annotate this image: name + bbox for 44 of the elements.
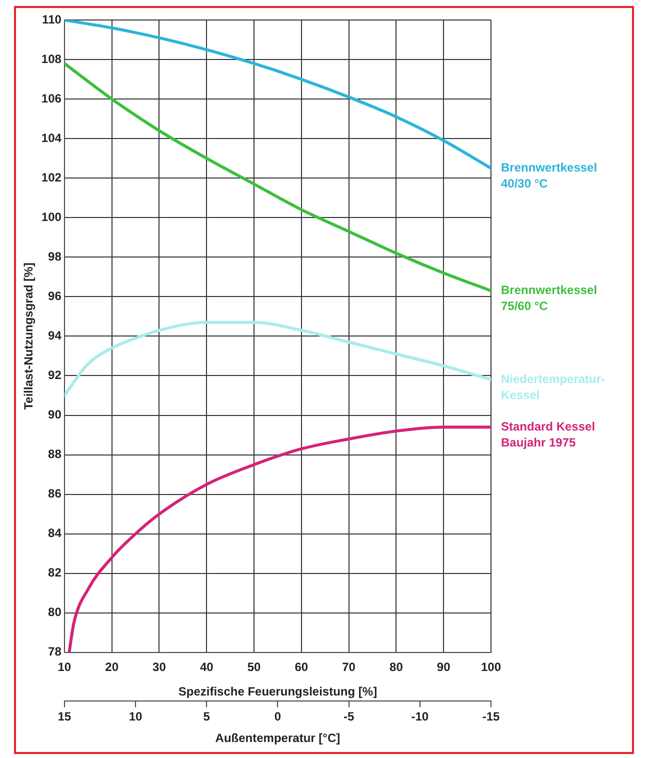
x-tick-label: 70	[342, 660, 356, 674]
x-tick-label: 10	[58, 660, 72, 674]
line-series	[64, 320, 491, 397]
series-label: Standard Kessel Baujahr 1975	[501, 419, 596, 450]
x-tick-label: 50	[247, 660, 262, 674]
y-tick-label: 78	[48, 644, 62, 659]
y-axis-title: Teillast-Nutzungsgrad [%]	[22, 262, 36, 410]
y-tick-label: 82	[48, 566, 62, 580]
line-series	[64, 62, 491, 292]
x-tick-label: 80	[390, 660, 404, 674]
x2-tick-label: -10	[411, 710, 429, 724]
y-tick-label: 98	[48, 249, 62, 264]
x-axis-title: Spezifische Feuerungsleistung [%]	[178, 684, 378, 698]
y-tick-label: 104	[41, 130, 62, 145]
y-tick-label: 92	[48, 368, 62, 382]
x2-tick-label: 15	[58, 710, 72, 724]
x2-axis-title: Außentemperatur [°C]	[215, 731, 340, 746]
y-tick-label: 100	[41, 210, 62, 224]
x-tick-label: 90	[436, 660, 451, 674]
x-tick-label: 30	[152, 660, 166, 674]
y-tick-label: 106	[41, 91, 62, 106]
y-tick-label: 80	[48, 605, 62, 620]
x-tick-label: 20	[105, 660, 119, 674]
y-tick-label: 86	[48, 486, 62, 501]
y-tick-label: 88	[48, 447, 62, 462]
y-tick-label: 96	[48, 288, 62, 303]
x2-tick-label: 5	[203, 710, 210, 724]
series-label: Brennwertkessel 75/60 °C	[501, 283, 598, 314]
series-label: Brennwertkessel 40/30 °C	[501, 160, 598, 191]
x-tick-label: 40	[200, 660, 214, 674]
line-series	[68, 426, 491, 652]
x-tick-label: 60	[294, 660, 308, 674]
y-tick-label: 90	[48, 408, 62, 422]
y-tick-label: 94	[48, 328, 62, 343]
x2-tick-label: -15	[482, 710, 500, 724]
x-tick-label: 100	[480, 660, 502, 674]
x2-tick-label: 10	[128, 710, 143, 724]
x2-tick-label: 0	[274, 710, 282, 724]
series-label: Niedertemperatur-Kessel	[501, 372, 606, 402]
y-tick-label: 84	[48, 526, 62, 540]
y-tick-label: 108	[41, 52, 62, 66]
y-tick-label: 102	[41, 170, 62, 184]
x2-tick-label: -5	[343, 710, 354, 724]
y-tick-label: 110	[42, 12, 62, 26]
